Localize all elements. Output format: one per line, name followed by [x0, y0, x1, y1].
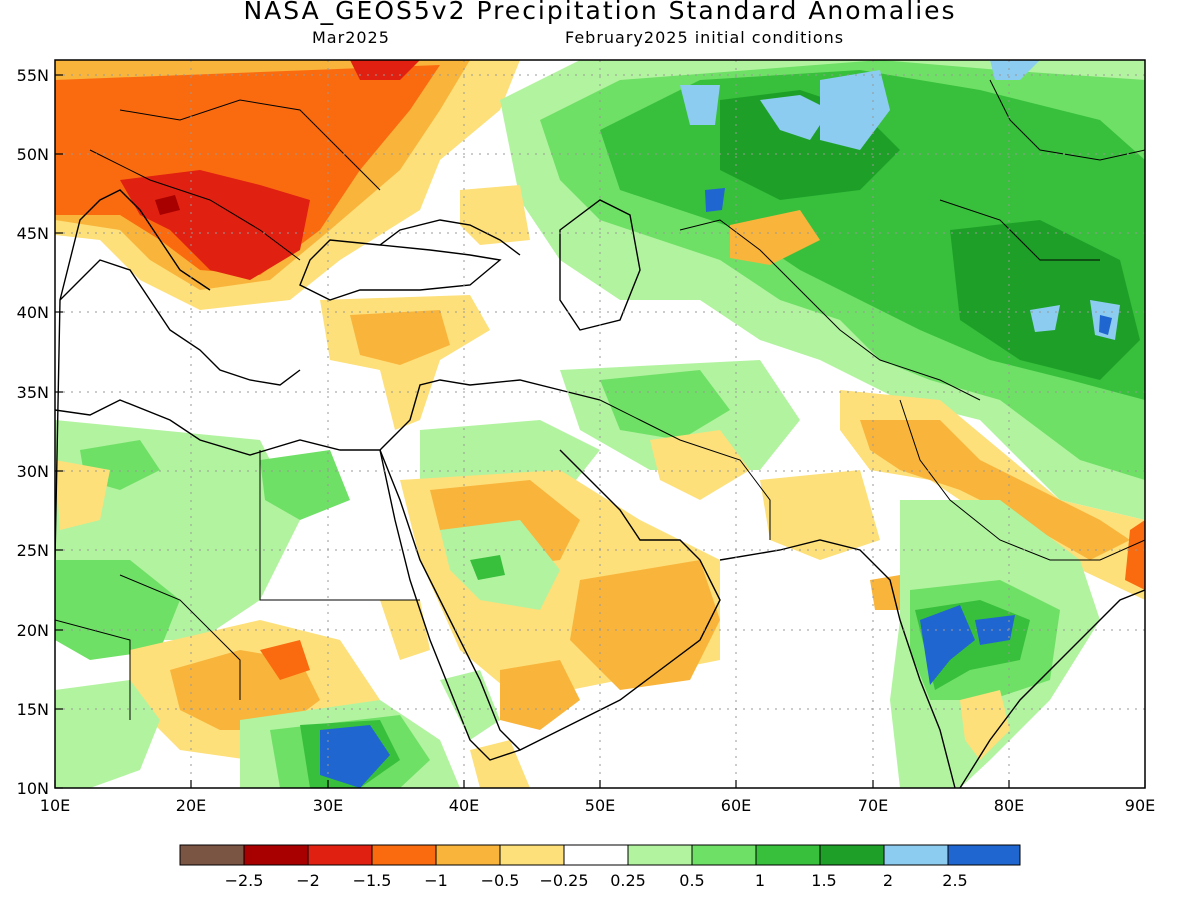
valid-month-label: Mar2025 [312, 28, 390, 47]
axis-ticks [54, 74, 1146, 789]
init-conditions-label: February2025 initial conditions [565, 28, 845, 47]
grid-lines [55, 60, 1145, 788]
colorbar-swatch-8 [627, 844, 693, 866]
lon-label-20e: 20E [176, 796, 206, 815]
colorbar-label: 1.5 [811, 871, 836, 890]
colorbar-label: 2.5 [942, 871, 967, 890]
colorbar-label: −2 [296, 871, 320, 890]
colorbar-swatch-5 [435, 844, 501, 866]
lon-label-60e: 60E [721, 796, 751, 815]
lat-label-35n: 35N [17, 383, 49, 402]
colorbar-swatch-9 [691, 844, 757, 866]
lat-label-30n: 30N [17, 462, 49, 481]
lat-label-45n: 45N [17, 224, 49, 243]
map-title: NASA_GEOS5v2 Precipitation Standard Anom… [243, 0, 957, 25]
lon-label-40e: 40E [449, 796, 479, 815]
lon-label-70e: 70E [858, 796, 888, 815]
colorbar-label: 0.5 [679, 871, 704, 890]
coastlines [55, 189, 1145, 788]
political-borders [55, 79, 1145, 720]
lon-label-10e: 10E [40, 796, 70, 815]
lat-label-55n: 55N [17, 66, 49, 85]
lon-label-30e: 30E [313, 796, 343, 815]
colorbar-swatch-12 [883, 844, 949, 866]
lat-label-40n: 40N [17, 303, 49, 322]
colorbar-label: −0.25 [539, 871, 588, 890]
lat-label-15n: 15N [17, 700, 49, 719]
colorbar-label: 2 [883, 871, 893, 890]
colorbar-swatch-11 [819, 844, 885, 866]
colorbar-swatch-6 [499, 844, 565, 866]
lon-label-50e: 50E [585, 796, 615, 815]
colorbar [179, 844, 1021, 866]
colorbar-label: −2.5 [225, 871, 264, 890]
colorbar-swatch-7 [563, 844, 629, 866]
colorbar-label: 0.25 [610, 871, 646, 890]
colorbar-swatch-2 [243, 844, 309, 866]
colorbar-label: −1.5 [353, 871, 392, 890]
lon-label-90e: 90E [1125, 796, 1155, 815]
colorbar-swatch-10 [755, 844, 821, 866]
anomaly-field [55, 60, 1145, 788]
colorbar-swatch-1 [179, 844, 245, 866]
colorbar-swatch-13 [947, 844, 1021, 866]
lat-label-20n: 20N [17, 621, 49, 640]
colorbar-label: 1 [755, 871, 765, 890]
lat-label-50n: 50N [17, 145, 49, 164]
colorbar-label: −0.5 [481, 871, 520, 890]
lat-label-10n: 10N [17, 779, 49, 798]
colorbar-swatch-4 [371, 844, 437, 866]
lon-label-80e: 80E [994, 796, 1024, 815]
lat-label-25n: 25N [17, 541, 49, 560]
colorbar-swatch-3 [307, 844, 373, 866]
colorbar-label: −1 [424, 871, 448, 890]
